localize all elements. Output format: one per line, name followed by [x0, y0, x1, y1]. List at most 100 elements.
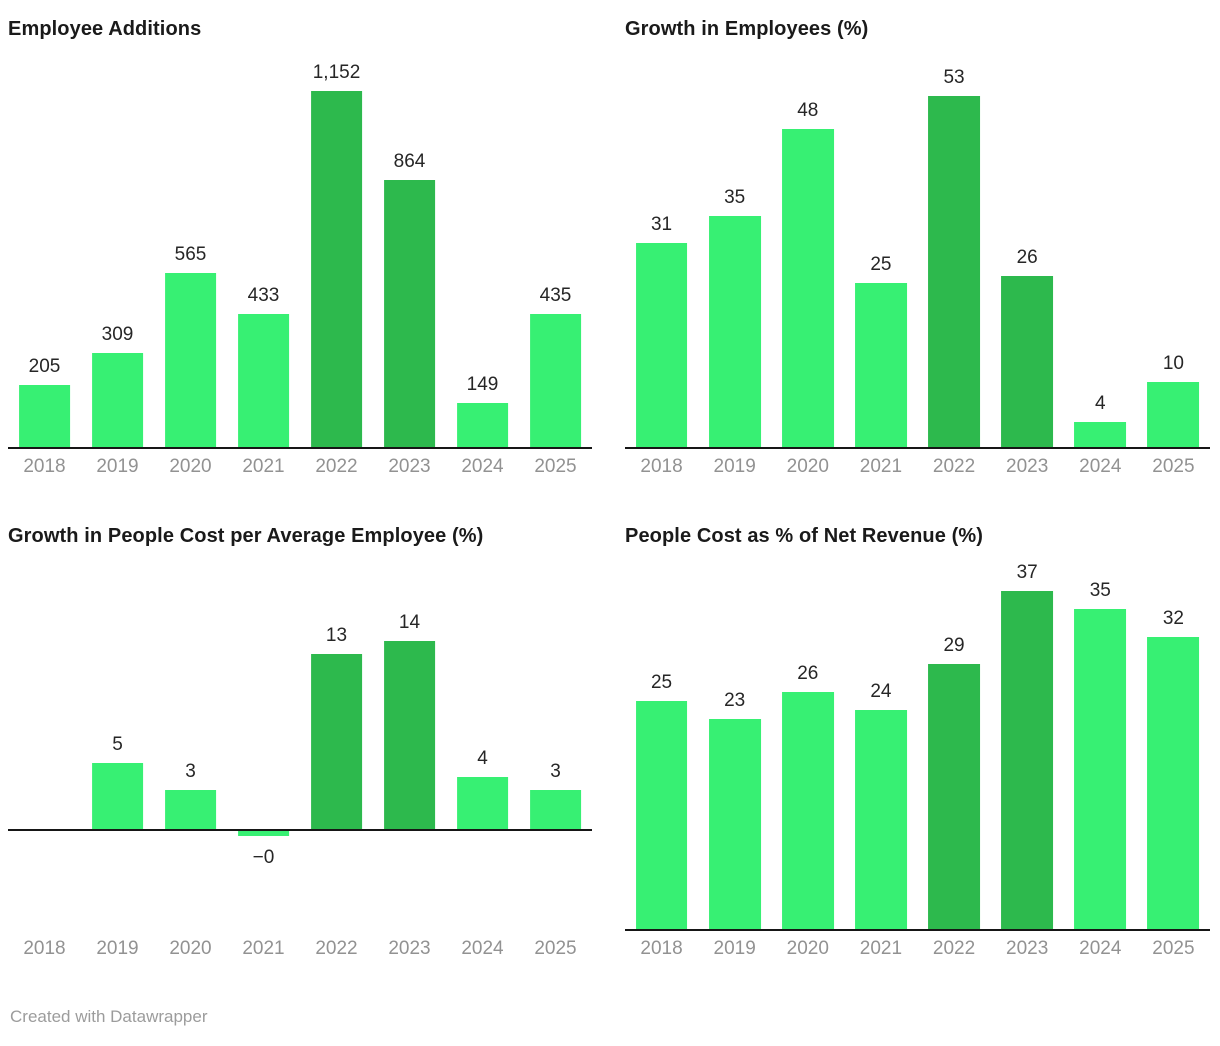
bar-column: 435	[519, 52, 592, 449]
value-label: 24	[870, 681, 892, 703]
x-tick-label-2024: 2024	[1079, 938, 1122, 959]
bar-2023	[383, 180, 436, 449]
x-tick-label-2024: 2024	[461, 938, 504, 959]
bar-column: 23	[698, 559, 771, 931]
bar-column: 25	[625, 559, 698, 931]
x-tick-label-2021: 2021	[859, 456, 903, 477]
value-label: 32	[1162, 607, 1184, 629]
bar-column: 13	[300, 559, 373, 931]
x-tick-label-2019: 2019	[713, 938, 756, 959]
value-label: 48	[797, 100, 819, 122]
footer-credit[interactable]: Created with Datawrapper	[10, 1007, 208, 1026]
chart-employee-additions: Employee Additions 205 309 565 433 1,152 864 1…	[8, 10, 592, 479]
value-label: 37	[1016, 561, 1038, 583]
bar-column: 37	[991, 559, 1064, 931]
value-label: 309	[101, 323, 134, 345]
value-label: 23	[724, 690, 746, 712]
plot-area: 5 3 −0 13 14 4 3	[8, 559, 592, 931]
x-tick-label-2022: 2022	[932, 456, 976, 477]
bar-2021	[854, 710, 907, 931]
bar-2020	[781, 129, 834, 449]
bar-2021	[854, 282, 907, 449]
bar-2019	[91, 352, 144, 449]
bar-2020	[781, 691, 834, 931]
value-label: 1,152	[312, 61, 361, 83]
x-tick-label-2024: 2024	[1079, 456, 1122, 477]
x-tick-label-2021: 2021	[242, 456, 285, 477]
bar-column: 24	[844, 559, 917, 931]
bar-column: 1,152	[300, 52, 373, 449]
bar-plot: 205 309 565 433 1,152 864 149 435 2018 2019 2020 20…	[8, 52, 592, 479]
x-tick-label-2018: 2018	[640, 456, 683, 477]
chart-title: Growth in Employees (%)	[625, 18, 869, 40]
bar-2020	[164, 273, 217, 449]
x-tick-label-2022: 2022	[315, 938, 358, 959]
value-label: 565	[174, 244, 207, 266]
value-label: 35	[724, 186, 746, 208]
value-label: −0	[252, 847, 275, 869]
bar-2025	[1147, 636, 1200, 931]
x-tick-label-2023: 2023	[1006, 456, 1049, 477]
plot-area: 205 309 565 433 1,152 864 149 435	[8, 52, 592, 449]
bar-plot: 5 3 −0 13 14 4 3 2018 2019 2020 2021 2022 2023 2024 20…	[8, 559, 592, 961]
bar-column: 31	[625, 52, 698, 449]
x-axis-tick-labels: 2018 2019 2020 2021 2022 2023 2024 2025	[625, 455, 1210, 479]
bar-2024	[456, 776, 509, 831]
bar-2022	[928, 664, 981, 931]
bar-column: −0	[227, 559, 300, 931]
bar-2022	[310, 654, 363, 831]
x-tick-label-2025: 2025	[534, 938, 577, 959]
x-tick-label-2019: 2019	[96, 938, 139, 959]
bar-column: 433	[227, 52, 300, 449]
bar-2024	[456, 402, 509, 449]
bar-2019	[708, 215, 761, 449]
bar-column: 205	[8, 52, 81, 449]
x-tick-label-2023: 2023	[388, 456, 431, 477]
value-label: 35	[1089, 580, 1111, 601]
x-axis-line	[8, 829, 592, 831]
value-label: 433	[247, 285, 280, 307]
bar-column: 864	[373, 52, 446, 449]
value-label: 3	[550, 761, 561, 783]
chart-growth-people-cost-per-employee: Growth in People Cost per Average Employ…	[8, 517, 592, 961]
bar-column: 32	[1137, 559, 1210, 931]
bar-2025	[1147, 382, 1200, 449]
value-label: 864	[393, 151, 426, 173]
chart-title: Employee Additions	[8, 18, 202, 40]
x-tick-label-2025: 2025	[1152, 456, 1195, 477]
chart-title: People Cost as % of Net Revenue (%)	[625, 525, 984, 547]
x-tick-label-2020: 2020	[786, 938, 829, 959]
bar-2019	[708, 719, 761, 931]
value-label: 25	[650, 672, 673, 693]
x-tick-label-2023: 2023	[388, 938, 431, 959]
bar-column: 10	[1137, 52, 1210, 449]
bar-2021	[237, 314, 290, 449]
chart-people-cost-pct-net-revenue: People Cost as % of Net Revenue (%) 25 23…	[625, 517, 1210, 961]
bar-2020	[164, 790, 217, 831]
chart-growth-in-employees: Growth in Employees (%) 31 35 48 25 53 26 4 10 2…	[625, 10, 1210, 479]
bar-2023	[1001, 275, 1054, 449]
bar-column: 35	[698, 52, 771, 449]
x-tick-label-2025: 2025	[1152, 938, 1195, 959]
value-label: 31	[650, 213, 673, 235]
x-axis-tick-labels: 2018 2019 2020 2021 2022 2023 2024 2025	[625, 937, 1210, 961]
bar-2021	[237, 831, 290, 837]
bar-column: 48	[771, 52, 844, 449]
value-label: 53	[943, 67, 965, 89]
value-label: 149	[466, 373, 499, 395]
x-tick-label-2019: 2019	[713, 456, 756, 477]
value-label: 26	[797, 662, 819, 684]
bar-column: 5	[81, 559, 154, 931]
charts-grid: Employee Additions 205 309 565 433 1,152 864 1…	[8, 10, 1210, 961]
value-label: 5	[112, 734, 123, 755]
chart-title: Growth in People Cost per Average Employ…	[8, 525, 484, 547]
bar-column: 3	[154, 559, 227, 931]
x-tick-label-2025: 2025	[534, 456, 577, 477]
x-axis-line	[625, 929, 1210, 931]
bar-column: 26	[771, 559, 844, 931]
bar-column: 4	[1064, 52, 1137, 449]
x-axis-tick-labels: 2018 2019 2020 2021 2022 2023 2024 2025	[8, 937, 592, 961]
bar-2023	[1001, 590, 1054, 931]
bar-2018	[635, 701, 688, 931]
x-axis-line	[625, 447, 1210, 449]
